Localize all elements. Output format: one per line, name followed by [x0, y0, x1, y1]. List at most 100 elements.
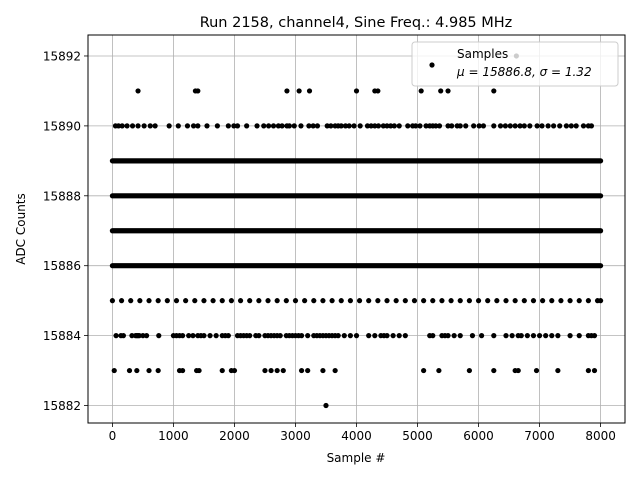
data-point	[480, 123, 487, 129]
data-point	[530, 298, 537, 304]
data-point	[384, 123, 390, 129]
data-point	[146, 367, 152, 374]
y-tick-label: 15884	[43, 329, 81, 343]
data-point	[190, 123, 197, 129]
data-point	[284, 88, 290, 94]
data-point	[136, 333, 142, 339]
data-point	[129, 333, 135, 339]
data-point	[445, 88, 451, 94]
y-axis-label: ADC Counts	[14, 193, 28, 265]
data-point	[418, 88, 424, 94]
data-point	[305, 367, 311, 374]
x-tick-label: 7000	[524, 429, 555, 443]
y-tick-label: 15886	[43, 259, 81, 273]
data-point	[530, 333, 537, 339]
data-point	[351, 123, 357, 129]
data-point	[580, 123, 587, 129]
data-point	[533, 367, 540, 374]
data-point	[518, 333, 524, 339]
data-point	[558, 298, 564, 304]
data-point	[421, 367, 427, 374]
data-point	[338, 298, 344, 304]
data-point	[342, 123, 349, 129]
data-point	[298, 333, 305, 339]
data-point	[445, 333, 451, 339]
data-point	[475, 298, 482, 304]
data-point	[515, 367, 521, 374]
data-point	[141, 123, 147, 129]
data-point	[335, 333, 341, 339]
data-point	[298, 123, 304, 129]
data-point	[509, 333, 515, 339]
y-axis: 15882 15884 15886 15888 15890 15892	[43, 49, 88, 413]
chart-title: Run 2158, channel4, Sine Freq.: 4.985 MH…	[200, 15, 513, 31]
data-point	[279, 123, 285, 129]
data-point	[109, 298, 116, 304]
data-point	[396, 333, 402, 339]
data-point	[210, 298, 216, 304]
data-point	[476, 123, 482, 129]
data-point	[491, 123, 497, 129]
data-point	[275, 123, 281, 129]
data-point	[557, 123, 563, 129]
data-point	[353, 88, 360, 94]
data-point	[196, 367, 202, 374]
data-point	[449, 123, 455, 129]
data-point	[175, 123, 181, 129]
data-point	[366, 298, 372, 304]
data-point	[421, 298, 427, 304]
data-point	[402, 333, 408, 339]
data-point	[451, 333, 457, 339]
data-point	[179, 367, 186, 374]
data-point	[184, 123, 191, 129]
data-point	[225, 123, 231, 129]
data-point	[497, 123, 504, 129]
data-point	[323, 402, 329, 409]
data-point	[247, 333, 253, 339]
data-point	[433, 123, 439, 129]
data-point	[265, 298, 271, 304]
data-point	[274, 298, 280, 304]
data-point	[567, 333, 573, 339]
data-point	[324, 123, 330, 129]
data-point	[545, 123, 551, 129]
data-point	[111, 367, 117, 374]
legend-stats-label: μ = 15886.8, σ = 1.32	[456, 65, 592, 79]
x-tick-label: 3000	[280, 429, 311, 443]
data-point	[368, 123, 374, 129]
data-point	[549, 333, 555, 339]
data-point	[113, 333, 119, 339]
y-tick-label: 15888	[43, 189, 81, 203]
x-tick-label: 1000	[158, 429, 189, 443]
legend-box	[411, 41, 619, 87]
data-point	[568, 123, 574, 129]
data-point	[430, 333, 436, 339]
data-point	[534, 123, 540, 129]
data-point	[503, 333, 509, 339]
data-point	[214, 123, 220, 129]
data-point	[305, 333, 311, 339]
data-point	[152, 123, 158, 129]
data-point	[478, 333, 485, 339]
data-point	[166, 123, 172, 129]
data-point	[140, 333, 146, 339]
data-point	[129, 123, 136, 129]
data-point	[164, 298, 170, 304]
data-point	[573, 123, 579, 129]
data-point	[118, 298, 125, 304]
data-point	[207, 333, 213, 339]
data-point	[143, 333, 150, 339]
data-point	[283, 298, 289, 304]
data-point	[292, 298, 299, 304]
data-point	[402, 298, 408, 304]
data-point	[588, 123, 595, 129]
data-point	[213, 333, 219, 339]
data-point	[219, 298, 225, 304]
data-point	[364, 123, 371, 129]
data-point	[438, 88, 444, 94]
data-point	[576, 333, 582, 339]
data-point	[485, 298, 491, 304]
data-point	[384, 333, 390, 339]
data-point	[270, 123, 277, 129]
